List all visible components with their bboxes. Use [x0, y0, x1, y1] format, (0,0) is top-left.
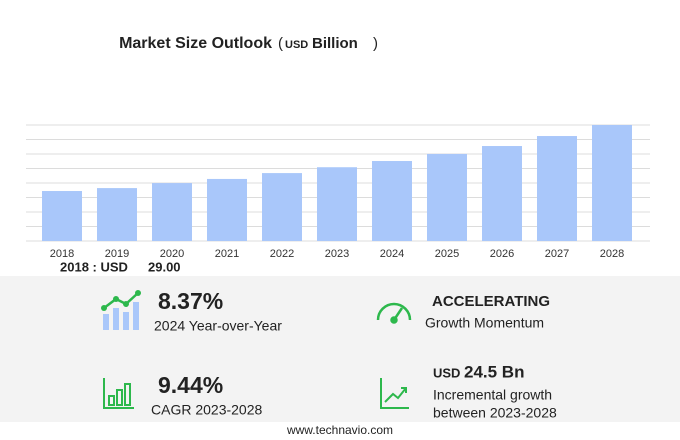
- x-tick-label: 2018: [50, 248, 74, 260]
- unit-prefix: USD: [285, 39, 308, 51]
- x-tick-label: 2023: [325, 248, 349, 260]
- stat-label: Incremental growth: [433, 387, 552, 403]
- bar: [42, 191, 82, 241]
- bar: [537, 136, 577, 241]
- stat-label: CAGR 2023-2028: [151, 402, 263, 418]
- annotation: 2018 : USD: [60, 259, 128, 274]
- x-tick-label: 2028: [600, 248, 624, 260]
- unit-open: (: [278, 35, 283, 52]
- x-tick-label: 2025: [435, 248, 459, 260]
- unit: Billion: [312, 35, 358, 52]
- stat-value: 9.44%: [158, 372, 223, 398]
- icon-growth: [380, 378, 409, 409]
- stat-label: Growth Momentum: [425, 315, 544, 331]
- stat-value: ACCELERATING: [432, 293, 550, 310]
- unit-close: ): [373, 35, 378, 52]
- icon-chart: [103, 378, 134, 409]
- bar: [317, 167, 357, 241]
- bar: [207, 178, 247, 241]
- footer: www.technavio.com: [286, 423, 393, 437]
- stat-label: 2024 Year-over-Year: [154, 318, 282, 334]
- icon-bars: [101, 290, 141, 330]
- chart-title: Market Size Outlook: [119, 35, 272, 52]
- x-tick-label: 2024: [380, 248, 404, 260]
- icon-gauge: [376, 302, 412, 324]
- bar: [592, 125, 632, 241]
- stat-prefix: USD: [433, 365, 460, 380]
- bar: [152, 183, 192, 241]
- stats-panel: [0, 276, 680, 422]
- bar: [97, 188, 137, 241]
- annotation-value: 29.00: [148, 259, 181, 274]
- x-tick-label: 2027: [545, 248, 569, 260]
- x-tick-label: 2026: [490, 248, 514, 260]
- x-tick-label: 2020: [160, 248, 184, 260]
- x-tick-label: 2019: [105, 248, 129, 260]
- stat-label: between 2023-2028: [433, 405, 557, 421]
- stat-value: 24.5 Bn: [464, 362, 524, 381]
- bars: [42, 125, 632, 241]
- bar: [482, 146, 522, 241]
- stat-value: 8.37%: [158, 288, 223, 314]
- bar: [427, 153, 467, 241]
- bar: [262, 173, 302, 241]
- bar: [372, 161, 412, 241]
- x-tick-label: 2022: [270, 248, 294, 260]
- x-tick-label: 2021: [215, 248, 239, 260]
